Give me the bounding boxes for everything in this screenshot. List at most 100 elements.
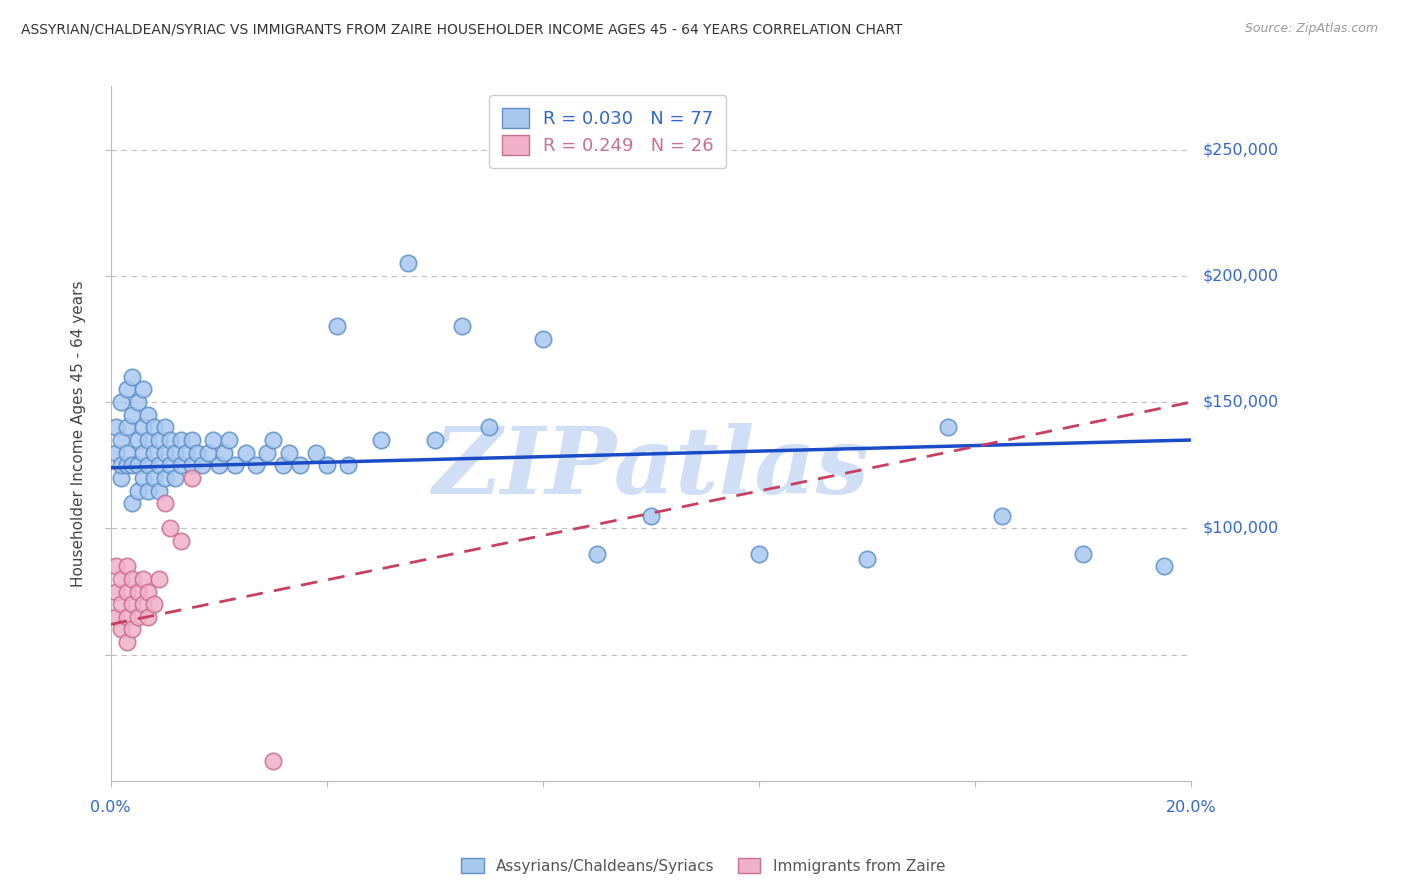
Point (640, 508, 662, 523)
Point (138, 584, 160, 599)
Point (132, 471, 155, 485)
Text: 0.0%: 0.0% (90, 799, 131, 814)
Point (170, 534, 193, 549)
Point (148, 572, 170, 586)
Point (104, 559, 127, 574)
Point (450, 319, 472, 334)
Text: 20.0%: 20.0% (1166, 799, 1216, 814)
Point (110, 572, 132, 586)
Point (1153, 559, 1175, 574)
Point (288, 458, 311, 473)
Point (121, 623, 143, 637)
Point (180, 458, 202, 473)
Point (132, 572, 155, 586)
Point (127, 584, 149, 599)
Point (127, 433, 149, 447)
Point (585, 547, 607, 561)
Point (202, 433, 225, 447)
Point (138, 483, 160, 498)
Point (132, 597, 155, 611)
Point (207, 458, 229, 473)
Point (127, 395, 149, 409)
Point (127, 458, 149, 473)
Point (478, 420, 501, 434)
Point (115, 420, 138, 434)
Point (165, 471, 187, 485)
Point (110, 471, 132, 485)
Point (121, 369, 143, 384)
Text: $250,000: $250,000 (1202, 142, 1278, 157)
Point (148, 483, 170, 498)
Point (138, 609, 160, 624)
Point (110, 433, 132, 447)
Point (218, 433, 240, 447)
Legend: Assyrians/Chaldeans/Syriacs, Immigrants from Zaire: Assyrians/Chaldeans/Syriacs, Immigrants … (454, 852, 952, 880)
Point (235, 445, 257, 459)
Point (531, 332, 554, 346)
Point (170, 433, 193, 447)
Point (305, 445, 328, 459)
Point (159, 433, 181, 447)
Point (110, 597, 132, 611)
Point (148, 433, 170, 447)
Text: $100,000: $100,000 (1202, 521, 1278, 536)
Point (110, 623, 132, 637)
Point (138, 408, 160, 422)
Point (326, 319, 349, 334)
Point (121, 458, 143, 473)
Point (153, 496, 176, 510)
Point (121, 572, 143, 586)
Point (159, 521, 181, 535)
Point (142, 597, 165, 611)
Point (191, 458, 214, 473)
Y-axis label: Householder Income Ages 45 - 64 years: Householder Income Ages 45 - 64 years (72, 280, 86, 587)
Text: ZIPatlas: ZIPatlas (433, 424, 869, 514)
Point (138, 433, 160, 447)
Point (121, 496, 143, 510)
Point (170, 458, 193, 473)
Point (396, 256, 419, 270)
Legend: R = 0.030   N = 77, R = 0.249   N = 26: R = 0.030 N = 77, R = 0.249 N = 26 (489, 95, 727, 168)
Point (153, 445, 176, 459)
Point (180, 433, 202, 447)
Point (115, 383, 138, 397)
Point (277, 445, 299, 459)
Point (159, 458, 181, 473)
Point (153, 420, 176, 434)
Point (142, 471, 165, 485)
Point (115, 458, 138, 473)
Point (104, 609, 127, 624)
Point (174, 445, 197, 459)
Point (370, 433, 392, 447)
Point (132, 445, 155, 459)
Point (936, 420, 959, 434)
Point (1071, 547, 1094, 561)
Point (115, 584, 138, 599)
Point (256, 445, 278, 459)
Point (273, 458, 295, 473)
Point (748, 547, 770, 561)
Point (262, 754, 284, 768)
Point (104, 445, 127, 459)
Point (132, 383, 155, 397)
Point (104, 584, 127, 599)
Point (142, 445, 165, 459)
Point (127, 609, 149, 624)
Point (337, 458, 360, 473)
Point (110, 395, 132, 409)
Point (856, 551, 879, 566)
Point (186, 445, 208, 459)
Point (142, 420, 165, 434)
Text: $200,000: $200,000 (1202, 268, 1278, 284)
Point (148, 458, 170, 473)
Point (245, 458, 267, 473)
Point (262, 433, 284, 447)
Point (315, 458, 337, 473)
Point (423, 433, 446, 447)
Text: Source: ZipAtlas.com: Source: ZipAtlas.com (1244, 22, 1378, 36)
Text: ASSYRIAN/CHALDEAN/SYRIAC VS IMMIGRANTS FROM ZAIRE HOUSEHOLDER INCOME AGES 45 - 6: ASSYRIAN/CHALDEAN/SYRIAC VS IMMIGRANTS F… (21, 22, 903, 37)
Point (197, 445, 219, 459)
Point (212, 445, 235, 459)
Point (110, 458, 132, 473)
Point (115, 635, 138, 649)
